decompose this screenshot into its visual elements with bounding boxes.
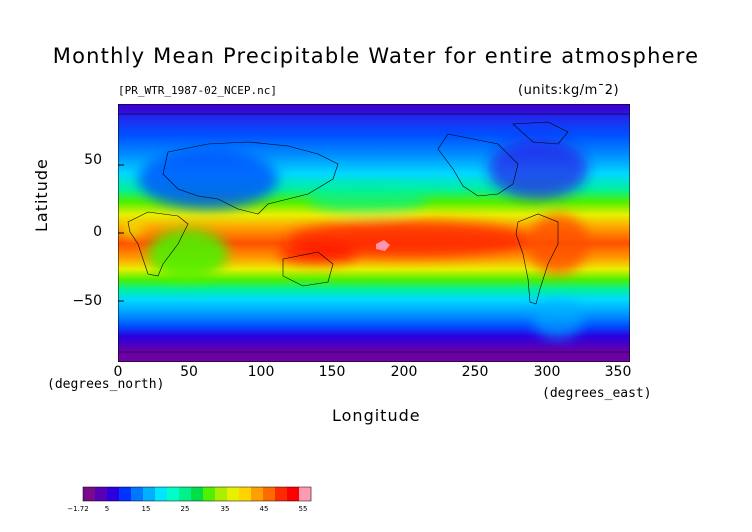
- map-title: Monthly Mean Precipitable Water for enti…: [52, 44, 700, 68]
- colorbar-swatch: [203, 487, 216, 501]
- colorbar-tick-label: 45: [259, 505, 269, 513]
- x-tick-label: 50: [180, 364, 198, 380]
- x-axis-unit: (degrees_east): [542, 386, 652, 401]
- colorbar-swatch: [131, 487, 144, 501]
- colorbar-tick-label: 25: [180, 505, 190, 513]
- colorbar-swatch: [95, 487, 108, 501]
- colorbar-swatch: [251, 487, 264, 501]
- y-axis-unit: (degrees_north): [47, 377, 165, 392]
- colorbar-tick-label: 15: [141, 505, 151, 513]
- y-axis-label: Latitude: [32, 158, 51, 232]
- colorbar-tick-label: −1.72: [67, 505, 89, 513]
- x-axis-label: Longitude: [332, 406, 421, 425]
- colorbar-swatch: [191, 487, 204, 501]
- file-label: [PR_WTR_1987-02_NCEP.nc]: [118, 84, 277, 97]
- y-tick-label: 0: [93, 224, 102, 240]
- x-tick-label: 200: [390, 364, 418, 380]
- colorbar-swatch: [119, 487, 132, 501]
- x-tick-label: 250: [461, 364, 489, 380]
- colorbar-swatch: [155, 487, 168, 501]
- precipitable-water-map: [118, 104, 630, 362]
- colorbar-border: [82, 486, 312, 502]
- x-tick-label: 100: [247, 364, 275, 380]
- colorbar-swatch: [215, 487, 228, 501]
- colorbar-swatch: [143, 487, 156, 501]
- color-scale-bar: [82, 486, 312, 502]
- colorbar-swatch: [275, 487, 288, 501]
- colorbar-swatch: [263, 487, 276, 501]
- y-tick-label: −50: [72, 293, 102, 309]
- colorbar-swatch: [107, 487, 120, 501]
- colorbar-swatch: [287, 487, 300, 501]
- y-tick-label: 50: [84, 152, 102, 168]
- colorbar-swatch: [227, 487, 240, 501]
- x-tick-label: 150: [318, 364, 346, 380]
- colorbar-tick-label: 35: [220, 505, 230, 513]
- units-label: (units:kg/m¯2): [518, 83, 620, 98]
- colorbar-swatch: [83, 487, 96, 501]
- colorbar-tick-label: 55: [298, 505, 308, 513]
- colorbar-swatch: [167, 487, 180, 501]
- colorbar-swatch: [299, 487, 312, 501]
- x-tick-label: 0: [113, 364, 123, 380]
- x-tick-label: 300: [533, 364, 561, 380]
- colorbar-swatch: [179, 487, 192, 501]
- x-tick-label: 350: [604, 364, 632, 380]
- colorbar-tick-label: 5: [104, 505, 110, 513]
- colorbar-swatch: [239, 487, 252, 501]
